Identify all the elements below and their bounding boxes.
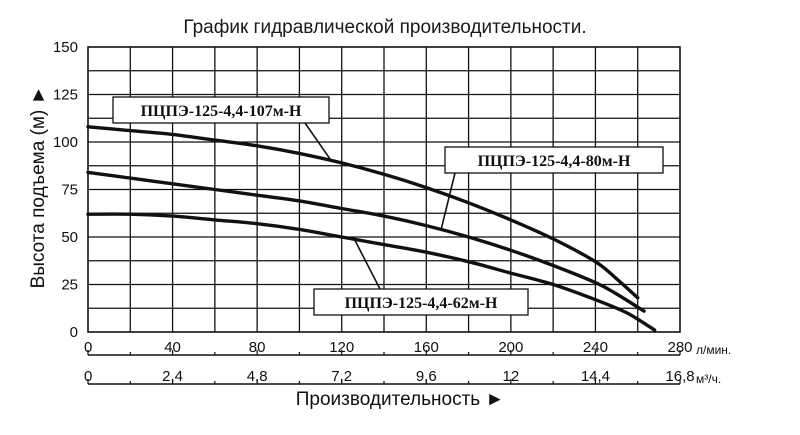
x-tick-label: 0 [84,368,92,385]
y-axis-title: Высота подъема (м) ► [28,86,49,289]
x-tick-label: 9,6 [416,368,437,385]
performance-curves [86,125,657,332]
curve-label: ПЦПЭ-125-4,4-62м-Н [345,295,498,312]
leader-line [353,238,381,290]
x-tick-label: 80 [249,339,266,356]
plot-frame [87,46,681,333]
y-tick-label: 100 [53,134,78,151]
curve-label: ПЦПЭ-125-4,4-80м-Н [478,153,631,170]
performance-curve-2 [86,170,646,313]
x-tick-label: 12 [503,368,520,385]
x-tick-label: 160 [414,339,439,356]
x-tick-label: 240 [583,339,608,356]
chart-title: График гидравлической производительности… [183,17,586,38]
x-tick-label: 2,4 [162,368,183,385]
y-tick-label: 75 [61,182,78,199]
x-tick-label: 0 [84,339,92,356]
x-axis-primary: 0 40 80 120 160 200 240 280 л/мин. [84,339,731,357]
y-tick-label: 0 [70,324,78,341]
curve-label-box [112,96,330,124]
curve-label-box [313,288,529,316]
y-tick-label: 150 [53,39,78,56]
y-axis-ticks: 0 25 50 75 100 125 150 [53,39,78,341]
performance-curve-1 [86,125,640,300]
leader-line [304,122,332,161]
curve-label-box [444,146,664,174]
x-tick-label: 120 [329,339,354,356]
y-tick-label: 50 [61,229,78,246]
x-tick-label: 7,2 [331,368,352,385]
x-tick-label: 280 [667,339,692,356]
x-tick-label: 4,8 [247,368,268,385]
performance-curve-3 [86,212,657,332]
x-tick-label: 200 [498,339,523,356]
leader-line [440,172,456,230]
curve-label: ПЦПЭ-125-4,4-107м-Н [141,103,302,120]
curve-labels: ПЦПЭ-125-4,4-107м-Н ПЦПЭ-125-4,4-80м-Н ПЦП… [112,96,664,316]
y-tick-label: 125 [53,87,78,104]
x-axis-unit: м³/ч. [696,372,721,386]
x-axis-secondary: 0 2,4 4,8 7,2 9,6 12 14,4 16,8 м³/ч. [84,368,721,386]
x-axis-title: Производительность ► [296,389,505,410]
x-tick-label: 40 [164,339,181,356]
x-tick-label: 16,8 [665,368,694,385]
y-tick-label: 25 [61,277,78,294]
x-axis-unit: л/мин. [696,343,731,357]
x-tick-label: 14,4 [581,368,610,385]
